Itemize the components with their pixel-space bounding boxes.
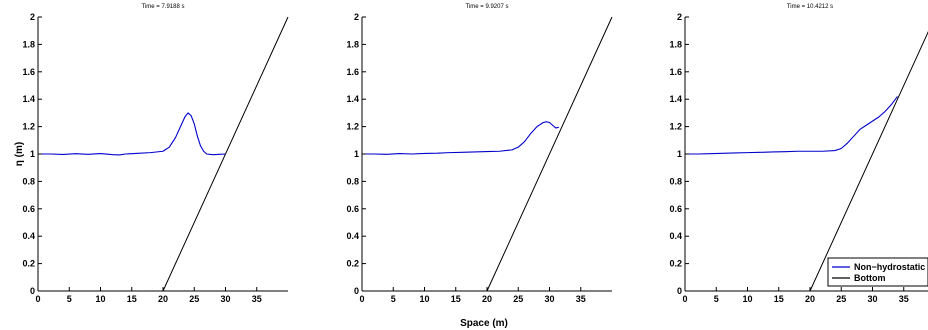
panel-title: Time = 7.9188 s	[142, 4, 185, 10]
y-tick-label: 0.8	[669, 176, 682, 186]
x-tick-label: 0	[359, 294, 364, 304]
panel-title: Time = 9.9207 s	[466, 4, 509, 10]
y-tick-label: 1.6	[346, 67, 359, 77]
y-tick-label: 1	[354, 149, 359, 159]
y-tick-label: 0	[30, 286, 35, 296]
chart-panel-2: Time = 9.9207 s 0 0.2 0.4 0.6 0.8 1 1.2 1.4 1.6 1.…	[346, 4, 613, 304]
y-tick-label: 1.2	[22, 122, 35, 132]
y-tick-label: 1.4	[346, 94, 359, 104]
x-tick-label: 20	[482, 294, 492, 304]
y-tick-label: 1.4	[22, 94, 35, 104]
x-tick-label: 15	[774, 294, 784, 304]
y-tick-label: 1.2	[346, 122, 359, 132]
x-tick-label: 10	[95, 294, 105, 304]
y-tick-label: 1	[677, 149, 682, 159]
legend-box	[827, 257, 928, 287]
x-tick-label: 0	[35, 294, 40, 304]
x-tick-label: 25	[836, 294, 846, 304]
x-tick-label: 30	[544, 294, 554, 304]
y-tick-label: 0.6	[346, 204, 359, 214]
y-tick-label: 0.6	[669, 204, 682, 214]
y-tick-label: 1.8	[669, 39, 682, 49]
y-axis-label: η (m)	[14, 142, 25, 166]
x-tick-label: 25	[189, 294, 199, 304]
y-tick-label: 1.6	[22, 67, 35, 77]
x-tick-label: 30	[220, 294, 230, 304]
x-tick-label: 15	[127, 294, 137, 304]
x-tick-label: 35	[252, 294, 262, 304]
y-tick-label: 1	[30, 149, 35, 159]
y-tick-label: 0.4	[669, 231, 682, 241]
x-tick-label: 30	[867, 294, 877, 304]
x-tick-label: 5	[391, 294, 396, 304]
y-tick-label: 2	[354, 12, 359, 22]
y-tick-label: 0.8	[22, 176, 35, 186]
legend-entry: Bottom	[854, 273, 886, 283]
series-line-non-hydrostatic	[685, 96, 898, 155]
x-tick-label: 25	[513, 294, 523, 304]
y-tick-label: 0.4	[22, 231, 35, 241]
y-tick-label: 1.8	[22, 39, 35, 49]
y-tick-label: 1.2	[669, 122, 682, 132]
y-tick-label: 0	[677, 286, 682, 296]
y-tick-label: 1.6	[669, 67, 682, 77]
series-line-non-hydrostatic	[38, 112, 226, 156]
y-tick-label: 0.8	[346, 176, 359, 186]
x-tick-label: 15	[451, 294, 461, 304]
x-tick-label: 10	[419, 294, 429, 304]
x-tick-label: 35	[899, 294, 909, 304]
x-axis-label: Space (m)	[460, 318, 508, 329]
panel-title: Time = 10.4212 s	[787, 4, 833, 10]
x-tick-label: 20	[158, 294, 168, 304]
x-tick-label: 20	[805, 294, 815, 304]
y-tick-label: 1.4	[669, 94, 682, 104]
y-tick-label: 1.8	[346, 39, 359, 49]
series-line-non-hydrostatic	[362, 121, 559, 155]
legend-entry: Non−hydrostatic	[854, 262, 925, 272]
y-tick-label: 2	[30, 12, 35, 22]
series-line-bottom	[685, 31, 928, 292]
y-tick-label: 2	[677, 12, 682, 22]
y-tick-label: 0.4	[346, 231, 359, 241]
y-tick-label: 0	[354, 286, 359, 296]
x-tick-label: 35	[576, 294, 586, 304]
y-tick-label: 0.2	[346, 259, 359, 269]
y-tick-label: 0.6	[22, 204, 35, 214]
y-tick-label: 0.2	[669, 259, 682, 269]
x-tick-label: 10	[742, 294, 752, 304]
x-tick-label: 5	[714, 294, 719, 304]
chart-panel-1: Time = 7.9188 s 0 0.2 0.4 0.6 0.8 1 1.2 1.4 1.6 1.…	[22, 4, 289, 304]
x-tick-label: 5	[67, 294, 72, 304]
chart-panel-3: Time = 10.4212 s 0 0.2 0.4 0.6 0.8 1 1.2 1.4 1.6 1…	[669, 4, 928, 304]
x-tick-label: 0	[682, 294, 687, 304]
y-tick-label: 0.2	[22, 259, 35, 269]
